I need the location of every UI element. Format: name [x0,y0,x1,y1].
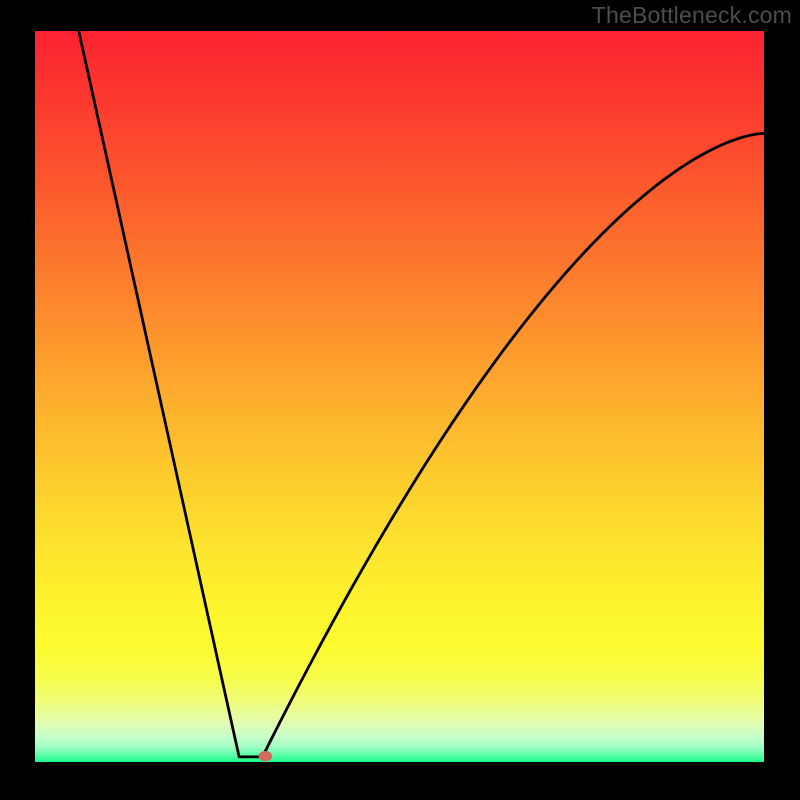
minimum-marker [259,751,273,761]
chart-svg [0,0,800,800]
plot-background [35,31,764,762]
chart-root: TheBottleneck.com [0,0,800,800]
watermark-text: TheBottleneck.com [592,2,792,29]
